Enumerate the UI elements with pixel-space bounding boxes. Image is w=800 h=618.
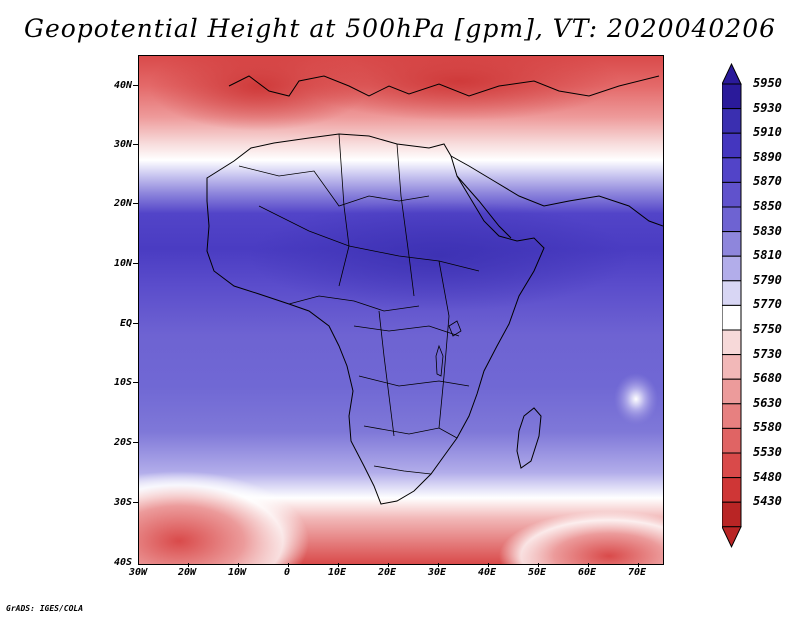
lon-label-60e: 60E xyxy=(577,567,597,578)
colorbar-level-label: 5830 xyxy=(753,223,782,238)
lake-tanganyika xyxy=(435,344,444,377)
lat-label-20n: 20N xyxy=(113,198,132,209)
colorbar-level-label: 5870 xyxy=(753,174,782,189)
colorbar-box xyxy=(722,378,742,405)
colorbar-max-arrow xyxy=(722,62,742,85)
colorbar-level-label: 5580 xyxy=(753,420,782,435)
lon-label-20e: 20E xyxy=(377,567,397,578)
lon-tick xyxy=(338,563,339,567)
colorbar-box xyxy=(722,501,742,528)
colorbar-box xyxy=(722,181,742,208)
colorbar-box xyxy=(722,255,742,282)
colorbar-level-label: 5480 xyxy=(753,469,782,484)
colorbar-level-label: 5430 xyxy=(753,494,782,509)
lon-tick xyxy=(538,563,539,567)
colorbar-level-label: 5790 xyxy=(753,272,782,287)
colorbar-box xyxy=(722,231,742,257)
lat-tick xyxy=(133,263,138,264)
lon-tick xyxy=(588,563,589,567)
equatorial-high-region xyxy=(249,201,629,311)
lon-tick xyxy=(188,563,189,567)
lon-label-20w: 20W xyxy=(177,567,197,578)
lat-label-10n: 10N xyxy=(113,258,132,269)
lat-tick xyxy=(133,323,138,324)
geopotential-map xyxy=(138,55,664,565)
map-title: Geopotential Height at 500hPa [gpm], VT:… xyxy=(23,14,777,43)
colorbar-level-label: 5530 xyxy=(753,445,782,459)
lat-tick xyxy=(133,85,138,86)
lat-label-20s: 20S xyxy=(113,437,132,448)
colorbar-level-label: 5910 xyxy=(753,125,782,140)
colorbar-box xyxy=(722,304,742,331)
colorbar-box xyxy=(722,108,742,134)
lat-label-30n: 30N xyxy=(113,139,132,150)
lat-tick xyxy=(133,203,138,204)
lon-label-70e: 70E xyxy=(627,567,647,578)
lat-tick xyxy=(133,382,138,383)
isolated-height-feature xyxy=(614,373,658,425)
lat-label-40n: 40N xyxy=(113,80,132,91)
colorbar-level-label: 5930 xyxy=(753,100,782,115)
lat-tick xyxy=(133,144,138,145)
lat-label-10s: 10S xyxy=(113,377,132,388)
lon-tick xyxy=(238,563,239,567)
colorbar-level-label: 5850 xyxy=(753,199,782,213)
africa-coastline xyxy=(206,133,545,505)
colorbar-box xyxy=(722,477,742,503)
madagascar-coastline xyxy=(516,407,542,469)
colorbar-level-label: 5680 xyxy=(753,371,782,386)
colorbar-box xyxy=(722,280,742,306)
lake-victoria xyxy=(448,320,462,337)
colorbar-level-label: 5810 xyxy=(753,248,782,263)
lat-label-30s: 30S xyxy=(113,497,132,508)
lon-tick xyxy=(288,563,289,567)
colorbar-level-label: 5770 xyxy=(753,297,782,312)
lat-label-eq: EQ xyxy=(119,318,132,329)
lon-tick xyxy=(638,563,639,567)
colorbar-box xyxy=(722,132,742,159)
lon-label-10e: 10E xyxy=(327,567,347,578)
lon-tick xyxy=(488,563,489,567)
lat-label-40s: 40S xyxy=(113,557,132,568)
lon-tick xyxy=(388,563,389,567)
lon-label-30w: 30W xyxy=(128,567,148,578)
colorbar-level-label: 5730 xyxy=(753,346,782,361)
lon-label-30e: 30E xyxy=(427,567,447,578)
map-canvas xyxy=(139,56,663,564)
colorbar-box xyxy=(722,206,742,233)
lon-label-50e: 50E xyxy=(527,567,547,578)
southeast-low-region xyxy=(499,511,663,564)
country-borders xyxy=(238,133,480,475)
lon-label-0: 0 xyxy=(283,567,291,578)
colorbar-box xyxy=(722,452,742,479)
colorbar-box xyxy=(722,403,742,429)
southwest-low-region xyxy=(139,471,309,564)
colorbar-min-arrow xyxy=(722,526,742,548)
mediterranean-low-region xyxy=(299,56,619,121)
colorbar-level-label: 5890 xyxy=(753,149,782,164)
colorbar-box xyxy=(722,329,742,356)
colorbar-box xyxy=(722,83,742,110)
lat-tick xyxy=(133,442,138,443)
lat-tick xyxy=(133,502,138,503)
middle-east-coastline xyxy=(450,155,663,227)
colorbar-box xyxy=(722,157,742,183)
grads-credit: GrADS: IGES/COLA xyxy=(6,604,84,613)
colorbar-box xyxy=(722,354,742,380)
lon-label-40e: 40E xyxy=(477,567,497,578)
colorbar-box xyxy=(722,427,742,454)
colorbar-level-label: 5630 xyxy=(753,395,782,410)
europe-coastline xyxy=(228,75,660,97)
colorbar-level-label: 5950 xyxy=(753,76,782,90)
colorbar-level-label: 5750 xyxy=(753,322,782,336)
lon-label-10w: 10W xyxy=(227,567,247,578)
lon-tick xyxy=(438,563,439,567)
red-sea-coastline xyxy=(456,175,512,239)
colorbar xyxy=(722,62,742,548)
